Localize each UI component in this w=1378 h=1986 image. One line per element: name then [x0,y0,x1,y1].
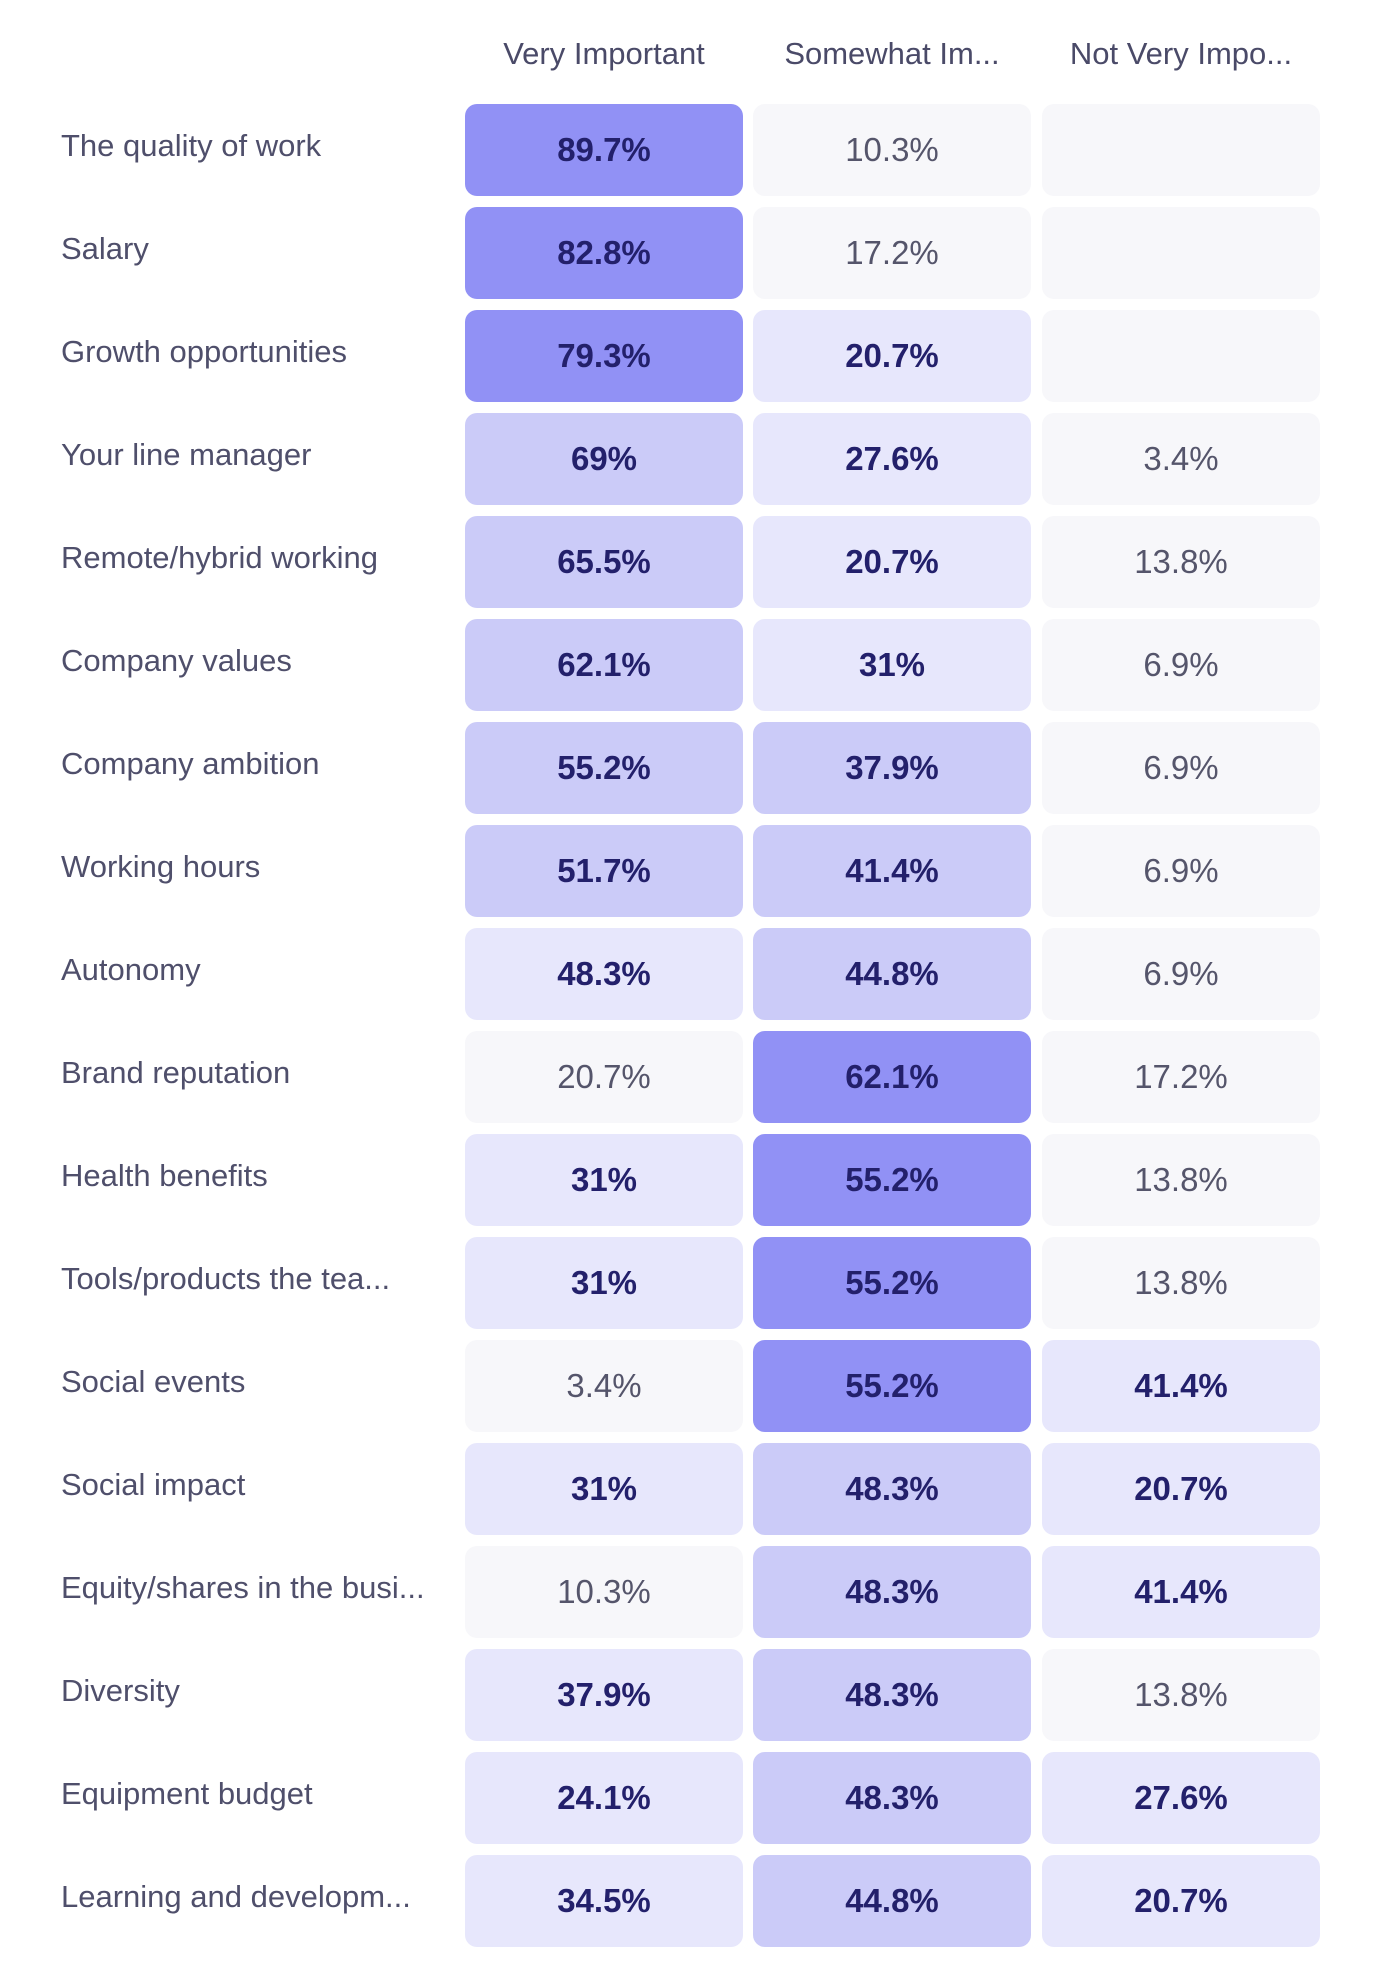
heatmap-cell: 41.4% [1042,1546,1320,1638]
heatmap-cell: 13.8% [1042,1237,1320,1329]
heatmap-cell: 31% [465,1443,743,1535]
heatmap-cell: 3.4% [1042,413,1320,505]
heatmap-cell: 6.9% [1042,928,1320,1020]
row-label: Company ambition [61,746,320,781]
heatmap-cell: 62.1% [753,1031,1031,1123]
heatmap-cell: 37.9% [753,722,1031,814]
heatmap-cell: 10.3% [465,1546,743,1638]
heatmap-cell: 69% [465,413,743,505]
heatmap-cell: 3.4% [465,1340,743,1432]
heatmap-cell: 13.8% [1042,1649,1320,1741]
heatmap-cell: 24.1% [465,1752,743,1844]
heatmap-cell [1042,207,1320,299]
row-label: Your line manager [61,437,312,472]
row-label: Brand reputation [61,1055,291,1090]
heatmap-cell: 48.3% [753,1443,1031,1535]
row-label: Growth opportunities [61,334,348,369]
row-label: Health benefits [61,1158,268,1193]
column-header: Not Very Impo... [1069,36,1293,71]
row-label: Salary [61,231,149,266]
heatmap-cell: 6.9% [1042,619,1320,711]
row-label: Working hours [61,849,261,884]
row-label: Tools/products the tea... [61,1261,391,1296]
heatmap-cell: 48.3% [753,1546,1031,1638]
row-label: Social events [61,1364,246,1399]
heatmap-cell: 6.9% [1042,722,1320,814]
heatmap-cell: 20.7% [753,516,1031,608]
heatmap-cell: 6.9% [1042,825,1320,917]
row-label: Remote/hybrid working [61,540,379,575]
heatmap-cell: 44.8% [753,1855,1031,1947]
heatmap-cell: 20.7% [1042,1855,1320,1947]
heatmap-cell [1042,310,1320,402]
heatmap-cell: 13.8% [1042,1134,1320,1226]
heatmap-cell: 44.8% [753,928,1031,1020]
heatmap-cell: 13.8% [1042,516,1320,608]
heatmap-cell: 20.7% [465,1031,743,1123]
row-label: Equity/shares in the busi... [61,1570,425,1605]
heatmap-cell: 65.5% [465,516,743,608]
row-label: The quality of work [61,128,322,163]
heatmap-cell: 51.7% [465,825,743,917]
row-label: Diversity [61,1673,180,1708]
heatmap-cell: 27.6% [753,413,1031,505]
heatmap-cell: 89.7% [465,104,743,196]
heatmap-cell [1042,104,1320,196]
row-label: Equipment budget [61,1776,313,1811]
heatmap-cell: 55.2% [753,1134,1031,1226]
heatmap-cell: 55.2% [753,1340,1031,1432]
heatmap-cell: 31% [465,1134,743,1226]
heatmap-cell: 34.5% [465,1855,743,1947]
heatmap-cell: 20.7% [1042,1443,1320,1535]
heatmap-cell: 55.2% [465,722,743,814]
heatmap-cell: 55.2% [753,1237,1031,1329]
heatmap-cell: 82.8% [465,207,743,299]
row-label: Social impact [61,1467,246,1502]
column-header: Very Important [503,36,705,71]
heatmap-cell: 37.9% [465,1649,743,1741]
heatmap-cell: 48.3% [753,1752,1031,1844]
heatmap-cell: 48.3% [753,1649,1031,1741]
row-label: Learning and developm... [61,1879,411,1914]
heatmap-cell: 20.7% [753,310,1031,402]
heatmap-cell: 10.3% [753,104,1031,196]
heatmap-cell: 62.1% [465,619,743,711]
heatmap-cell: 31% [465,1237,743,1329]
row-label: Autonomy [61,952,201,987]
heatmap-cell: 27.6% [1042,1752,1320,1844]
heatmap-cell: 41.4% [753,825,1031,917]
heatmap-cell: 79.3% [465,310,743,402]
heatmap-cell: 48.3% [465,928,743,1020]
heatmap-cell: 17.2% [753,207,1031,299]
heatmap-cell: 17.2% [1042,1031,1320,1123]
column-header: Somewhat Im... [784,36,1000,71]
heatmap-cell: 31% [753,619,1031,711]
row-label: Company values [61,643,292,678]
heatmap-cell: 41.4% [1042,1340,1320,1432]
